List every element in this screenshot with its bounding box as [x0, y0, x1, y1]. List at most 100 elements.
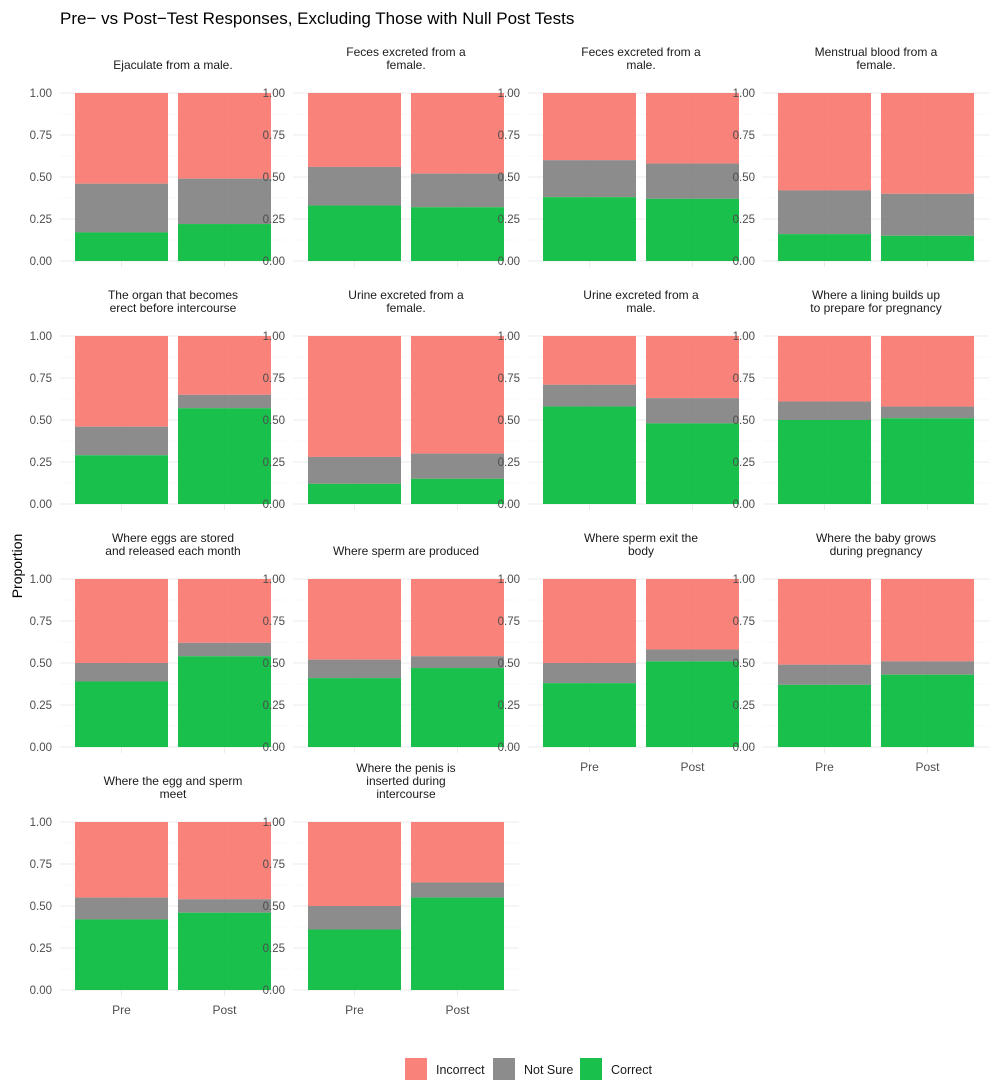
- bar-correct-post: [411, 478, 504, 504]
- panel-title: and released each month: [105, 544, 240, 558]
- y-tick-label: 0.50: [263, 658, 285, 670]
- bar-incorrect-post: [881, 93, 974, 194]
- y-tick-label: 0.75: [498, 373, 520, 385]
- bar-incorrect-post: [178, 822, 271, 900]
- y-tick-label: 1.00: [733, 88, 755, 100]
- panel-title: Where the penis is: [356, 761, 455, 775]
- bar-correct-pre: [308, 205, 401, 261]
- bar-not-sure-post: [178, 178, 271, 225]
- bar-incorrect-pre: [543, 336, 636, 385]
- legend-item-correct: Correct: [580, 1058, 653, 1080]
- panel-4: 0.00 0.25 0.50 0.75 1.00 Menstrual blood from…: [733, 45, 989, 268]
- y-tick-label: 0.25: [263, 214, 285, 226]
- bar-not-sure-post: [178, 899, 271, 913]
- y-tick-label: 0.00: [263, 256, 285, 268]
- bar-not-sure-pre: [778, 401, 871, 420]
- y-tick-label: 0.25: [733, 700, 755, 712]
- panel-title: Feces excreted from a: [346, 45, 466, 59]
- chart-title: Pre− vs Post−Test Responses, Excluding T…: [60, 9, 574, 28]
- bar-not-sure-post: [178, 394, 271, 409]
- bar-incorrect-pre: [75, 336, 168, 427]
- bar-not-sure-pre: [75, 183, 168, 233]
- bar-incorrect-pre: [75, 822, 168, 898]
- y-tick-label: 0.75: [30, 616, 52, 628]
- bar-incorrect-pre: [308, 579, 401, 660]
- y-tick-label: 0.00: [733, 499, 755, 511]
- bar-correct-post: [411, 207, 504, 261]
- bar-incorrect-pre: [75, 93, 168, 184]
- bar-not-sure-pre: [778, 664, 871, 685]
- bar-correct-post: [646, 198, 739, 261]
- y-tick-label: 0.50: [733, 658, 755, 670]
- y-tick-label: 1.00: [498, 88, 520, 100]
- y-tick-label: 0.75: [263, 130, 285, 142]
- bar-incorrect-pre: [75, 579, 168, 663]
- legend-swatch: [580, 1058, 602, 1080]
- panel-title: Where a lining builds up: [812, 288, 940, 302]
- panel-title: Feces excreted from a: [581, 45, 701, 59]
- y-tick-label: 1.00: [263, 88, 285, 100]
- y-tick-label: 0.75: [498, 130, 520, 142]
- panel-title: Urine excreted from a: [348, 288, 464, 302]
- legend-item-not-sure: Not Sure: [493, 1058, 573, 1080]
- bar-not-sure-post: [411, 173, 504, 208]
- y-tick-label: 1.00: [498, 331, 520, 343]
- panel-8: 0.00 0.25 0.50 0.75 1.00 Where a lining build…: [733, 288, 989, 511]
- y-tick-label: 0.50: [263, 415, 285, 427]
- bar-correct-pre: [778, 684, 871, 747]
- panel-title: Where the baby grows: [816, 531, 936, 545]
- x-tick-label: Post: [915, 760, 940, 774]
- bar-correct-pre: [543, 406, 636, 504]
- bar-correct-post: [178, 224, 271, 261]
- y-tick-label: 1.00: [733, 331, 755, 343]
- y-tick-label: 0.75: [263, 859, 285, 871]
- bar-incorrect-post: [178, 336, 271, 395]
- y-tick-label: 0.75: [733, 373, 755, 385]
- y-tick-label: 0.25: [30, 214, 52, 226]
- panel-title: during pregnancy: [830, 544, 923, 558]
- y-tick-label: 0.75: [30, 373, 52, 385]
- y-tick-label: 0.00: [30, 499, 52, 511]
- y-tick-label: 0.50: [498, 172, 520, 184]
- x-tick-label: Post: [445, 1003, 470, 1017]
- x-tick-label: Post: [680, 760, 705, 774]
- x-tick-label: Pre: [815, 760, 834, 774]
- legend-swatch: [405, 1058, 427, 1080]
- y-tick-label: 0.75: [30, 130, 52, 142]
- legend-label: Not Sure: [524, 1063, 573, 1077]
- y-tick-label: 0.50: [498, 658, 520, 670]
- legend-label: Correct: [611, 1063, 653, 1077]
- bar-correct-post: [881, 418, 974, 504]
- legend: Incorrect Not Sure Correct: [405, 1058, 653, 1080]
- bar-not-sure-post: [411, 453, 504, 479]
- legend-item-incorrect: Incorrect: [405, 1058, 485, 1080]
- panel-title: The organ that becomes: [108, 288, 238, 302]
- y-tick-label: 0.25: [498, 700, 520, 712]
- bar-correct-post: [411, 897, 504, 990]
- panel-title: body: [628, 544, 654, 558]
- panel-title: Menstrual blood from a: [815, 45, 938, 59]
- bar-incorrect-pre: [308, 93, 401, 167]
- y-tick-label: 0.50: [733, 172, 755, 184]
- y-tick-label: 0.75: [733, 616, 755, 628]
- bar-incorrect-pre: [778, 336, 871, 402]
- panel-title: female.: [386, 301, 425, 315]
- bar-correct-pre: [543, 197, 636, 261]
- bar-correct-pre: [75, 681, 168, 747]
- bar-correct-pre: [543, 683, 636, 747]
- bar-not-sure-pre: [778, 190, 871, 235]
- bar-incorrect-post: [881, 579, 974, 662]
- y-tick-label: 0.50: [263, 901, 285, 913]
- panel-13: 0.00 0.25 0.50 0.75 1.00 Where the egg and sp…: [30, 774, 286, 1017]
- bar-not-sure-post: [178, 642, 271, 657]
- y-tick-label: 0.25: [263, 700, 285, 712]
- panel-title: intercourse: [376, 787, 436, 801]
- bar-incorrect-post: [411, 336, 504, 454]
- y-tick-label: 0.75: [733, 130, 755, 142]
- bar-correct-pre: [75, 919, 168, 990]
- panel-title: Where sperm are produced: [333, 544, 479, 558]
- bar-not-sure-pre: [308, 166, 401, 206]
- bar-incorrect-post: [646, 93, 739, 164]
- y-tick-label: 1.00: [30, 817, 52, 829]
